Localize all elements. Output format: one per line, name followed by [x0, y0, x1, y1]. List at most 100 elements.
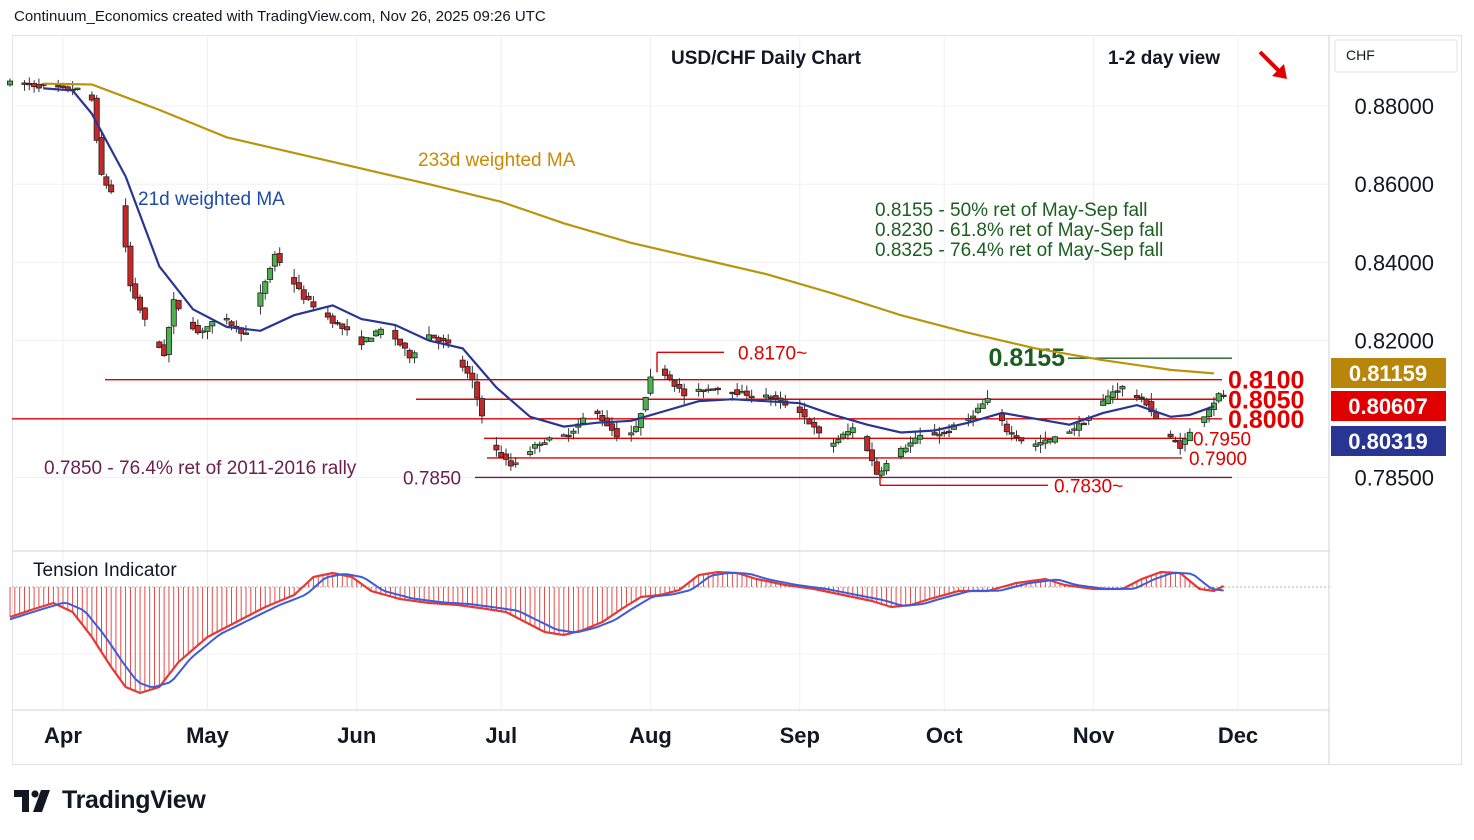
retracement-618: 0.8230 - 61.8% ret of May-Sep fall — [875, 220, 1163, 241]
ma21-line — [43, 87, 1215, 434]
candle-body — [295, 282, 302, 290]
candle-body — [907, 442, 914, 447]
candle-body — [811, 421, 818, 428]
candle-body — [917, 434, 924, 440]
x-tick-label: Oct — [926, 723, 963, 748]
candle-body — [98, 137, 105, 175]
candle-body — [344, 326, 351, 331]
candle-body — [137, 296, 144, 311]
candle-body — [291, 277, 298, 285]
candle-body — [869, 449, 876, 462]
rally-retracement: 0.7850 - 76.4% ret of 2011-2016 rally — [44, 458, 357, 479]
candle-body — [816, 426, 823, 434]
candle-body — [743, 390, 750, 396]
candle-body — [979, 403, 986, 409]
indicator-fast-line — [9, 570, 1225, 695]
candle-body — [965, 418, 972, 421]
candle-body — [170, 299, 177, 327]
candle-body — [974, 407, 981, 413]
candle-body — [1167, 433, 1174, 438]
candle-body — [1037, 442, 1044, 446]
ma233-line — [43, 82, 1214, 375]
retracement-50: 0.8155 - 50% ret of May-Sep fall — [875, 200, 1147, 221]
candle-body — [912, 437, 919, 444]
candle-body — [127, 245, 134, 287]
candle-body — [401, 342, 408, 349]
candle-body — [1206, 409, 1213, 418]
candle-body — [647, 376, 654, 394]
y-tick-label: 0.78500 — [1354, 465, 1434, 490]
chart-frame — [12, 35, 1462, 765]
y-tick-label: 0.82000 — [1354, 329, 1434, 354]
candle-body — [1104, 395, 1111, 405]
candle-body — [165, 327, 172, 355]
level-label: 0.8000 — [1228, 406, 1304, 434]
time-axis: Apr May Jun Jul Aug Sep Oct Nov Dec — [44, 723, 1258, 748]
tension-indicator — [9, 570, 1225, 695]
level-label: 0.7900 — [1189, 449, 1247, 470]
candle-body — [840, 433, 847, 439]
candle-body — [633, 426, 640, 432]
candle-body — [546, 437, 553, 441]
x-tick-label: Nov — [1073, 723, 1115, 748]
x-tick-label: Aug — [629, 723, 672, 748]
candle-body — [1003, 423, 1010, 433]
candle-body — [7, 80, 14, 86]
candle-body — [897, 448, 904, 458]
candle-body — [613, 428, 620, 438]
candle-body — [661, 368, 668, 376]
candle-body — [835, 439, 842, 443]
candle-body — [714, 387, 721, 391]
candle-body — [801, 409, 808, 418]
tradingview-logo[interactable]: TradingView — [14, 786, 206, 815]
candle-body — [999, 413, 1006, 422]
candle-body — [377, 328, 384, 335]
candle-body — [503, 453, 510, 460]
x-tick-label: Jul — [485, 723, 517, 748]
candle-body — [1109, 391, 1116, 399]
candle-body — [175, 299, 182, 310]
y-tick-label: 0.86000 — [1354, 172, 1434, 197]
indicator-title: Tension Indicator — [33, 560, 177, 581]
candle-body — [392, 330, 399, 340]
candle-body — [748, 395, 755, 399]
candle-body — [103, 176, 110, 186]
candle-body — [223, 318, 230, 321]
candle-body — [681, 388, 688, 397]
candle-body — [878, 470, 885, 476]
candle-body — [1080, 422, 1087, 426]
level-label: 0.7830~ — [1054, 476, 1123, 497]
candle-body — [1182, 438, 1189, 445]
candle-body — [527, 451, 534, 455]
candle-body — [849, 427, 856, 434]
candle-body — [642, 397, 649, 411]
candle-body — [204, 326, 211, 332]
candle-body — [541, 442, 548, 445]
candle-body — [445, 339, 452, 344]
candle-body — [676, 384, 683, 389]
candle-body — [1076, 423, 1083, 431]
candle-body — [1013, 435, 1020, 439]
chart-title: USD/CHF Daily Chart — [671, 48, 862, 69]
candle-body — [565, 434, 572, 438]
price-axis: 0.88000 0.86000 0.84000 0.82000 0.78500 — [1354, 94, 1434, 490]
candle-body — [594, 410, 601, 415]
candle-body — [1018, 437, 1025, 442]
level-label: 0.7950 — [1193, 429, 1251, 450]
candle-body — [300, 289, 307, 300]
tradingview-wordmark: TradingView — [62, 786, 206, 814]
candle-body — [74, 87, 81, 90]
candle-body — [1201, 416, 1208, 423]
level-label: 0.8050 — [1228, 386, 1304, 414]
grid — [12, 35, 1329, 710]
candle-body — [864, 436, 871, 452]
candle-body — [1186, 431, 1193, 442]
level-label: 0.7850 — [403, 468, 461, 489]
candle-body — [469, 372, 476, 381]
candle-body — [334, 322, 341, 325]
candle-body — [108, 184, 115, 193]
chart-header: Continuum_Economics created with Trading… — [14, 8, 546, 25]
candle-body — [493, 444, 500, 451]
candle-body — [873, 461, 880, 475]
candle-body — [122, 205, 129, 248]
